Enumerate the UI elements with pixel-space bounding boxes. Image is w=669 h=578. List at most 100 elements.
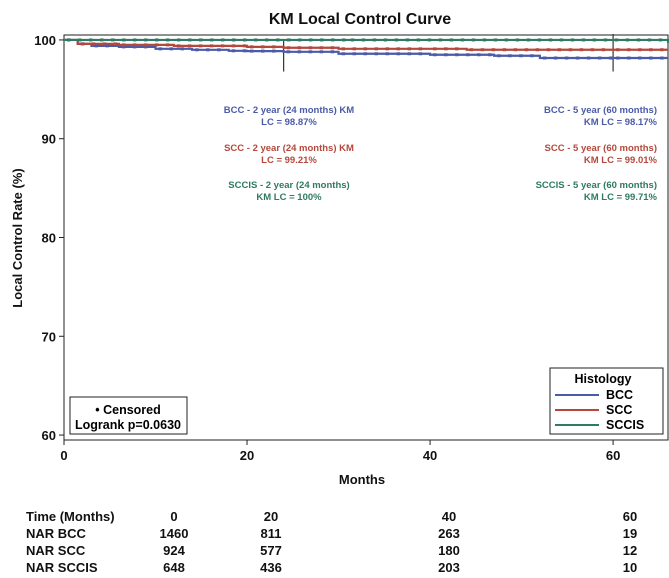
nar-cell: 263 — [438, 526, 460, 541]
censor-mark-sccis — [78, 38, 82, 42]
censor-mark-scc — [374, 47, 379, 51]
annotation-bcc-5yr-line1: BCC - 5 year (60 months) — [544, 105, 657, 116]
censor-mark-scc — [272, 45, 276, 49]
censor-mark-bcc — [94, 44, 98, 48]
censor-mark-scc — [444, 47, 448, 51]
y-tick-label: 70 — [42, 329, 56, 344]
censor-mark-scc — [513, 48, 518, 52]
annotation-sccis-2yr-line2: KM LC = 100% — [256, 192, 322, 203]
censor-mark-bcc — [586, 56, 591, 60]
x-axis-label: Months — [339, 472, 385, 487]
censor-mark-bcc — [180, 47, 185, 51]
nar-cell: 1460 — [159, 526, 189, 541]
inset-frame — [69, 396, 188, 435]
censor-mark-sccis — [471, 38, 476, 42]
censor-mark-bcc — [231, 49, 236, 53]
y-tick-label: 80 — [42, 231, 56, 246]
censor-mark-sccis — [570, 38, 575, 42]
nar-row-bcc: NAR BCC 1460 811 263 19 — [26, 526, 656, 543]
censor-mark-bcc — [638, 56, 642, 60]
censor-mark-sccis — [427, 38, 432, 42]
km-curve-scc — [64, 38, 668, 51]
censor-mark-scc — [546, 48, 551, 52]
censor-mark-scc — [557, 48, 562, 52]
censor-mark-scc — [616, 48, 620, 52]
censor-mark-sccis — [111, 38, 115, 42]
censor-mark-bcc — [407, 52, 412, 56]
censor-mark-scc — [579, 48, 584, 52]
censor-mark-bcc — [341, 52, 346, 56]
censor-mark-bcc — [488, 53, 492, 57]
censor-mark-bcc — [385, 52, 390, 56]
censor-mark-scc — [187, 44, 192, 48]
censor-mark-sccis — [416, 38, 421, 42]
censor-mark-sccis — [67, 38, 71, 42]
annotation-bcc-2yr-line1: BCC - 2 year (24 months) KM — [224, 105, 354, 116]
censor-mark-scc — [330, 46, 335, 50]
censor-mark-scc — [385, 47, 390, 51]
censor-mark-sccis — [287, 38, 291, 42]
censor-mark-sccis — [372, 38, 377, 42]
censor-mark-bcc — [519, 54, 523, 58]
annotation-scc-2yr-line2: LC = 99.21% — [261, 155, 317, 166]
censor-mark-sccis — [394, 38, 399, 42]
censor-mark-bcc — [242, 49, 247, 53]
censor-mark-sccis — [232, 38, 236, 42]
censor-mark-bcc — [330, 50, 335, 54]
censor-mark-sccis — [559, 38, 564, 42]
censor-mark-scc — [638, 48, 642, 52]
censor-mark-bcc — [105, 44, 109, 48]
censor-mark-scc — [91, 42, 96, 46]
censor-mark-bcc — [158, 47, 163, 51]
annotation-sccis-5yr-line2: KM LC = 99.71% — [584, 192, 658, 203]
censor-mark-sccis — [614, 38, 619, 42]
censor-mark-bcc — [553, 56, 558, 60]
nar-row-sccis: NAR SCCIS 648 436 203 10 — [26, 560, 656, 577]
censor-mark-sccis — [460, 38, 465, 42]
censor-mark-sccis — [548, 38, 553, 42]
x-tick-label: 40 — [423, 448, 437, 463]
y-axis-label: Local Control Rate (%) — [10, 168, 25, 307]
censor-mark-bcc — [455, 53, 459, 57]
censor-mark-bcc — [575, 56, 580, 60]
censor-mark-sccis — [254, 38, 258, 42]
censor-mark-bcc — [508, 54, 512, 58]
censor-mark-scc — [660, 48, 664, 52]
censor-mark-sccis — [133, 38, 137, 42]
censor-mark-bcc — [660, 56, 664, 60]
censor-mark-scc — [469, 48, 474, 52]
logrank-label: Logrank p=0.0630 — [75, 418, 181, 432]
censor-mark-sccis — [405, 38, 410, 42]
censor-mark-bcc — [261, 49, 265, 53]
censor-mark-bcc — [121, 45, 126, 49]
legend-entry-scc: SCC — [606, 403, 632, 417]
censor-mark-bcc — [206, 48, 210, 52]
censor-mark-scc — [209, 44, 214, 48]
censor-mark-scc — [480, 48, 485, 52]
censor-mark-sccis — [603, 38, 608, 42]
nar-cell: 924 — [163, 543, 185, 558]
y-tick-label: 100 — [34, 33, 56, 48]
nar-cell: 12 — [622, 543, 638, 558]
km-curve-sccis — [64, 38, 669, 43]
censor-mark-sccis — [515, 38, 520, 42]
annotation-sccis-5yr-line1: SCCIS - 5 year (60 months) — [536, 180, 657, 191]
annotation-sccis-2yr-line1: SCCIS - 2 year (24 months) — [228, 180, 349, 191]
annotation-scc-5yr-line1: SCC - 5 year (60 months) — [545, 143, 657, 154]
annotations-5-year: BCC - 5 year (60 months) KM LC = 98.17% … — [536, 105, 658, 203]
censor-mark-bcc — [433, 53, 437, 57]
legend-entry-sccis: SCCIS — [606, 418, 644, 432]
censor-mark-scc — [165, 43, 170, 47]
censor-mark-sccis — [350, 38, 355, 42]
nar-cell: 10 — [622, 560, 638, 575]
censor-mark-sccis — [526, 38, 531, 42]
censor-mark-sccis — [199, 38, 203, 42]
x-tick-label: 0 — [60, 448, 67, 463]
censor-mark-scc — [649, 48, 653, 52]
km-chart: KM Local Control Curve BCC - 2 year (24 … — [10, 11, 669, 487]
y-tick-label: 60 — [42, 428, 56, 443]
censor-mark-bcc — [169, 47, 174, 51]
nar-header-value: 20 — [263, 509, 279, 524]
censor-mark-scc — [121, 43, 126, 47]
censor-mark-bcc — [444, 53, 448, 57]
